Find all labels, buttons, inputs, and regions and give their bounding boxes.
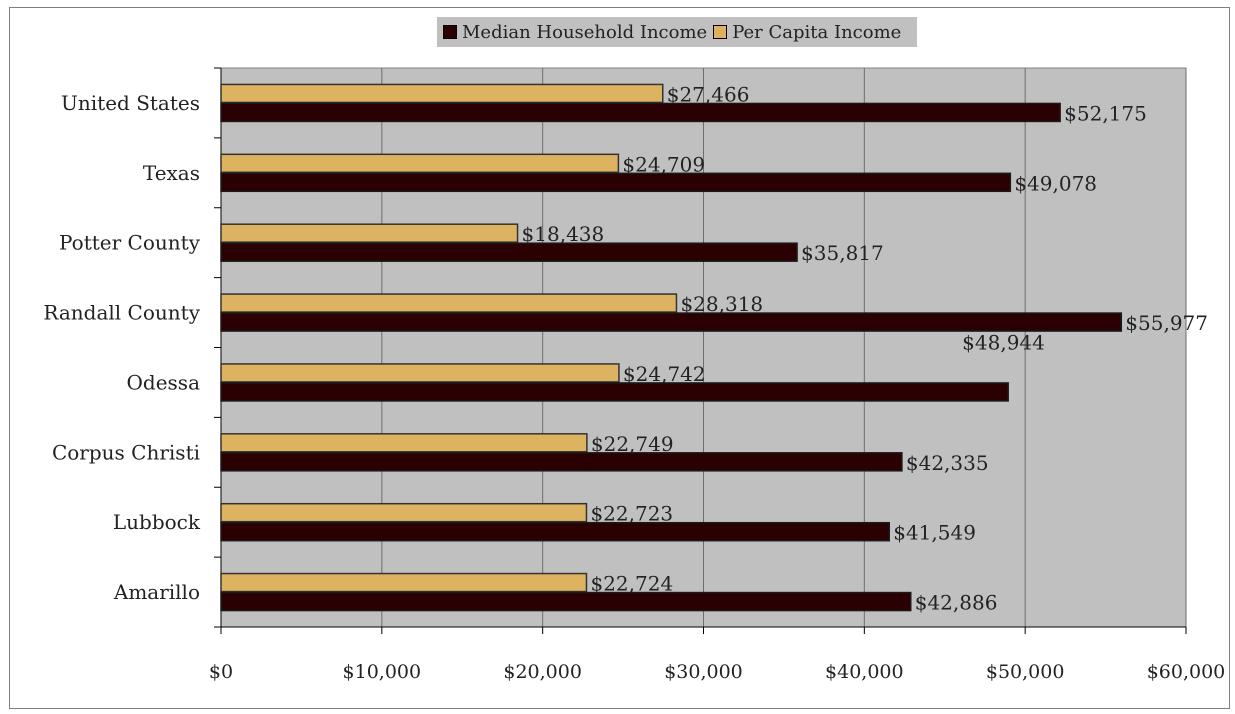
bar-median [220,452,903,472]
bar-per-capita [220,83,664,104]
category-label: Randall County [43,301,200,325]
x-tick-label: $10,000 [343,661,422,683]
x-tick-label: $20,000 [503,661,582,683]
bar-median [220,102,1061,123]
data-label-median: $55,977 [1125,311,1208,335]
data-label-median: $49,078 [1014,171,1097,195]
x-tick-label: $40,000 [825,661,904,683]
x-tick-label: $30,000 [664,661,743,683]
legend-label-per-capita: Per Capita Income [732,21,902,43]
x-tick-label: $0 [209,661,233,683]
data-label-per-capita: $24,742 [623,362,706,386]
category-label: Texas [143,161,200,185]
bar-per-capita [220,293,678,313]
bar-per-capita [220,433,588,453]
category-label: United States [61,91,200,115]
data-label-median: $35,817 [801,241,884,265]
data-label-per-capita: $27,466 [667,82,750,106]
legend-label-median: Median Household Income [462,21,708,43]
data-label-median: $42,886 [915,591,998,615]
bar-median [220,382,1009,402]
data-label-per-capita: $22,749 [591,432,674,456]
x-tick-label: $50,000 [986,661,1065,683]
legend-item-median: Median Household Income [443,22,707,43]
bar-median [220,521,890,542]
bar-median [220,172,1012,193]
category-label: Odessa [127,370,201,394]
legend-item-per-capita: Per Capita Income [713,22,901,43]
bar-per-capita [220,502,588,523]
data-label-median: $52,175 [1064,101,1147,125]
data-label-median: $48,944 [962,330,1045,354]
bar-per-capita [220,363,620,383]
category-label: Corpus Christi [52,440,200,464]
category-label: Amarillo [113,580,200,604]
bar-median [220,312,1123,332]
legend-swatch-median [443,25,457,39]
bar-per-capita [220,572,588,593]
category-label: Lubbock [113,510,201,534]
bar-per-capita [220,153,620,174]
data-label-per-capita: $22,723 [590,502,673,526]
bar-median [220,242,798,262]
legend-swatch-per-capita [713,25,728,39]
data-label-per-capita: $18,438 [522,222,605,246]
data-label-median: $42,335 [906,451,989,475]
data-label-per-capita: $22,724 [590,572,673,596]
data-label-per-capita: $24,709 [622,152,705,176]
category-label: Potter County [59,231,201,255]
bar-per-capita [220,223,519,243]
x-tick-label: $60,000 [1147,661,1226,683]
data-label-median: $41,549 [893,521,976,545]
legend: Median Household Income Per Capita Incom… [437,17,918,47]
data-label-per-capita: $28,318 [680,292,763,316]
bar-median [220,591,912,612]
